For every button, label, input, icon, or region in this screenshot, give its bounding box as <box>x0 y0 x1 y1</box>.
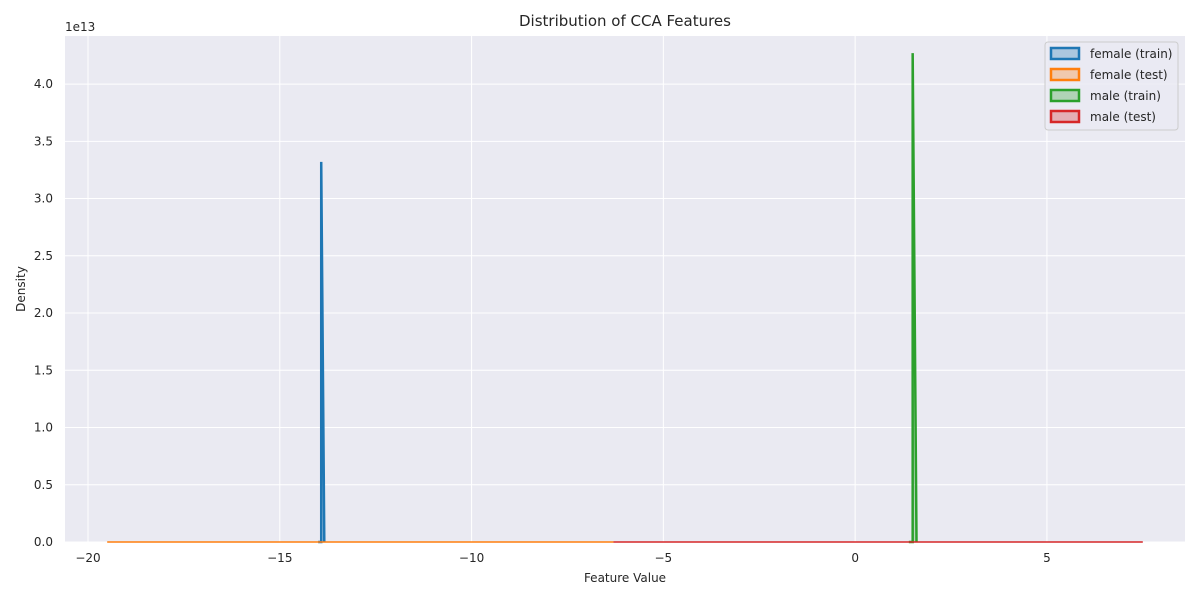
legend-frame <box>1044 41 1179 131</box>
legend-entry-label: male (train) <box>1090 89 1161 103</box>
y-tick-label: 1.0 <box>34 421 53 435</box>
y-tick-label: 3.5 <box>34 134 53 148</box>
legend-swatch <box>1049 109 1081 124</box>
y-tick-label: 2.0 <box>34 306 53 320</box>
y-tick-label: 2.5 <box>34 249 53 263</box>
legend-entry-label: female (train) <box>1090 47 1172 61</box>
y-scale-offset-label: 1e13 <box>65 20 95 34</box>
chart-title: Distribution of CCA Features <box>519 12 731 30</box>
y-axis-label: Density <box>14 266 28 312</box>
x-tick-label: 0 <box>851 551 859 565</box>
legend-swatch <box>1049 67 1081 82</box>
y-tick-label: 0.5 <box>34 478 53 492</box>
y-tick-label: 3.0 <box>34 192 53 206</box>
y-tick-label: 1.5 <box>34 363 53 377</box>
legend: female (train) female (test) male (train) m… <box>1044 41 1179 131</box>
legend-entry-label: female (test) <box>1090 68 1168 82</box>
x-tick-label: −20 <box>75 551 100 565</box>
y-tick-label: 4.0 <box>34 77 53 91</box>
plot-background <box>65 36 1185 542</box>
x-axis-ticks: −20 −15 −10 −5 0 5 <box>75 551 1050 565</box>
y-axis-ticks: 0.0 0.5 1.0 1.5 2.0 2.5 3.0 3.5 4.0 <box>34 77 53 549</box>
x-tick-label: −5 <box>655 551 673 565</box>
y-tick-label: 0.0 <box>34 535 53 549</box>
legend-swatch <box>1049 46 1081 61</box>
x-tick-label: −10 <box>459 551 484 565</box>
x-tick-label: −15 <box>267 551 292 565</box>
x-tick-label: 5 <box>1043 551 1051 565</box>
x-axis-label: Feature Value <box>584 571 666 585</box>
series-layer <box>107 53 1143 544</box>
legend-swatch <box>1049 88 1081 103</box>
legend-entry-label: male (test) <box>1090 110 1156 124</box>
